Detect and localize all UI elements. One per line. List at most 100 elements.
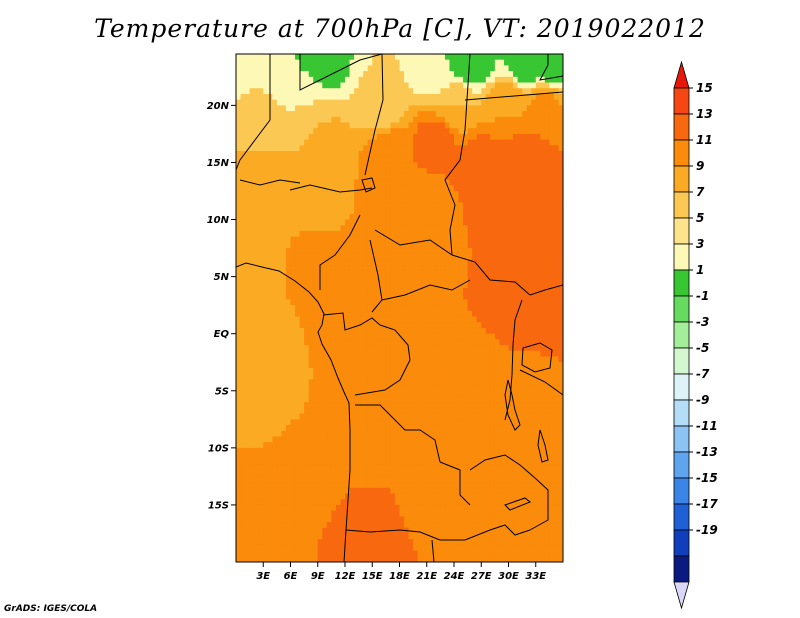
field-cell bbox=[308, 105, 314, 112]
field-cell bbox=[522, 162, 528, 169]
field-cell bbox=[513, 367, 519, 375]
field-cell bbox=[499, 293, 505, 301]
field-cell bbox=[281, 447, 287, 455]
field-cell bbox=[349, 390, 355, 398]
field-cell bbox=[558, 276, 563, 283]
field-cell bbox=[467, 362, 473, 369]
field-cell bbox=[490, 145, 496, 152]
field-cell bbox=[449, 436, 455, 443]
field-cell bbox=[417, 362, 423, 369]
field-cell bbox=[285, 419, 292, 426]
field-cell bbox=[531, 88, 537, 95]
field-cell bbox=[540, 367, 546, 375]
field-cell bbox=[326, 99, 332, 106]
field-cell bbox=[263, 407, 269, 415]
field-cell bbox=[408, 259, 414, 266]
field-cell bbox=[494, 213, 501, 221]
field-cell bbox=[240, 259, 246, 266]
field-cell bbox=[308, 111, 314, 118]
field-cell bbox=[422, 265, 428, 272]
field-cell bbox=[485, 219, 491, 226]
field-cell bbox=[454, 242, 460, 249]
field-cell bbox=[345, 65, 351, 72]
field-cell bbox=[272, 305, 278, 312]
field-cell bbox=[299, 162, 305, 169]
field-cell bbox=[544, 402, 550, 409]
field-cell bbox=[272, 156, 278, 164]
field-cell bbox=[254, 71, 260, 78]
field-cell bbox=[281, 122, 287, 129]
field-cell bbox=[426, 248, 432, 255]
field-cell bbox=[263, 202, 269, 209]
field-cell bbox=[276, 293, 283, 301]
field-cell bbox=[299, 230, 305, 238]
field-cell bbox=[513, 248, 519, 255]
field-cell bbox=[458, 88, 464, 95]
field-cell bbox=[399, 54, 405, 61]
field-cell bbox=[381, 111, 387, 118]
field-cell bbox=[326, 293, 332, 301]
field-cell bbox=[544, 179, 550, 186]
field-cell bbox=[326, 430, 332, 438]
field-cell bbox=[358, 99, 364, 106]
field-cell bbox=[522, 442, 528, 449]
field-cell bbox=[440, 156, 446, 164]
field-cell bbox=[508, 133, 514, 141]
field-cell bbox=[444, 356, 451, 363]
field-cell bbox=[376, 367, 382, 375]
field-cell bbox=[440, 213, 446, 221]
field-cell bbox=[267, 128, 273, 135]
field-cell bbox=[331, 190, 337, 198]
field-cell bbox=[517, 288, 523, 295]
field-cell bbox=[313, 442, 319, 449]
field-cell bbox=[376, 322, 382, 329]
field-cell bbox=[381, 179, 387, 186]
field-cell bbox=[413, 402, 419, 409]
field-cell bbox=[236, 339, 242, 346]
field-cell bbox=[444, 242, 451, 249]
field-cell bbox=[499, 179, 505, 186]
field-cell bbox=[535, 396, 541, 403]
field-cell bbox=[508, 185, 514, 192]
field-cell bbox=[372, 442, 378, 449]
field-cell bbox=[463, 322, 469, 329]
field-cell bbox=[394, 65, 401, 72]
field-cell bbox=[540, 59, 546, 67]
field-cell bbox=[299, 196, 305, 204]
field-cell bbox=[249, 447, 255, 455]
field-cell bbox=[463, 293, 469, 301]
field-cell bbox=[281, 65, 287, 72]
field-cell bbox=[367, 59, 373, 67]
field-cell bbox=[513, 242, 519, 249]
field-cell bbox=[258, 168, 264, 175]
field-cell bbox=[249, 430, 255, 438]
field-cell bbox=[276, 270, 283, 278]
field-cell bbox=[236, 173, 242, 181]
field-cell bbox=[254, 407, 260, 415]
field-cell bbox=[549, 362, 555, 369]
field-cell bbox=[417, 230, 423, 238]
field-cell bbox=[331, 333, 337, 340]
field-cell bbox=[285, 122, 292, 129]
field-cell bbox=[454, 379, 460, 386]
field-cell bbox=[494, 413, 501, 420]
field-cell bbox=[317, 179, 323, 186]
field-cell bbox=[254, 276, 260, 283]
field-cell bbox=[444, 225, 451, 232]
field-cell bbox=[467, 213, 473, 221]
field-cell bbox=[285, 185, 292, 192]
field-cell bbox=[422, 253, 428, 261]
field-cell bbox=[372, 59, 378, 67]
field-cell bbox=[290, 76, 296, 84]
field-cell bbox=[267, 310, 273, 318]
field-cell bbox=[245, 54, 251, 61]
field-cell bbox=[531, 402, 537, 409]
field-cell bbox=[236, 447, 242, 455]
field-cell bbox=[413, 93, 419, 101]
field-cell bbox=[435, 356, 441, 363]
field-cell bbox=[535, 162, 541, 169]
field-cell bbox=[463, 196, 469, 204]
field-cell bbox=[431, 236, 437, 243]
field-cell bbox=[481, 168, 487, 175]
field-cell bbox=[249, 333, 255, 340]
